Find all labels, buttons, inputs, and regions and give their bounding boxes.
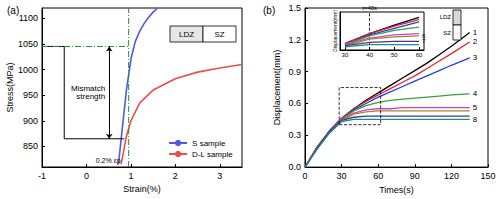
svg-text:3: 3 xyxy=(217,171,222,181)
svg-text:0: 0 xyxy=(84,171,89,181)
svg-text:950: 950 xyxy=(23,90,38,100)
svg-text:1100: 1100 xyxy=(19,13,38,23)
svg-text:D-L sample: D-L sample xyxy=(192,150,233,159)
svg-text:(b): (b) xyxy=(263,5,275,16)
svg-text:Mismatch: Mismatch xyxy=(71,84,106,94)
svg-text:30: 30 xyxy=(337,171,347,181)
svg-text:2: 2 xyxy=(473,37,478,46)
svg-text:0.9: 0.9 xyxy=(288,67,301,77)
svg-text:1.5: 1.5 xyxy=(288,3,301,13)
svg-text:0.2% εp: 0.2% εp xyxy=(96,157,121,165)
svg-text:50: 50 xyxy=(391,52,398,58)
svg-text:LDZ: LDZ xyxy=(440,14,452,20)
svg-text:SZ: SZ xyxy=(214,30,224,39)
svg-text:0.0: 0.0 xyxy=(288,162,301,172)
svg-text:1: 1 xyxy=(128,171,133,181)
svg-text:7: 7 xyxy=(422,38,426,44)
svg-text:-1: -1 xyxy=(38,171,46,181)
svg-text:LDZ: LDZ xyxy=(179,30,194,39)
svg-text:t=40s: t=40s xyxy=(362,5,377,11)
svg-text:strength: strength xyxy=(76,92,105,101)
svg-text:150: 150 xyxy=(480,171,495,181)
svg-text:1000: 1000 xyxy=(18,65,38,75)
svg-text:6: 6 xyxy=(422,32,426,39)
svg-text:2: 2 xyxy=(173,171,178,181)
svg-text:Times(s): Times(s) xyxy=(379,185,414,195)
svg-text:4: 4 xyxy=(473,89,478,98)
svg-text:90: 90 xyxy=(410,171,420,181)
svg-text:Displacement(mm): Displacement(mm) xyxy=(332,10,338,52)
svg-text:1050: 1050 xyxy=(18,39,38,49)
svg-text:60: 60 xyxy=(373,171,383,181)
svg-text:850: 850 xyxy=(23,141,38,151)
svg-text:900: 900 xyxy=(23,116,38,126)
svg-text:SZ: SZ xyxy=(443,30,451,36)
svg-text:60: 60 xyxy=(416,52,423,58)
svg-text:8: 8 xyxy=(473,115,478,124)
svg-text:0: 0 xyxy=(302,171,307,181)
svg-text:Stress(MPa): Stress(MPa) xyxy=(5,62,15,112)
svg-text:1: 1 xyxy=(473,28,478,37)
svg-text:Strain(%): Strain(%) xyxy=(123,184,161,194)
svg-text:1.2: 1.2 xyxy=(288,35,301,45)
svg-text:S sample: S sample xyxy=(192,139,226,148)
svg-text:120: 120 xyxy=(444,171,459,181)
svg-text:Displacement(mm): Displacement(mm) xyxy=(272,50,282,126)
svg-text:40: 40 xyxy=(366,52,373,58)
svg-text:3: 3 xyxy=(473,53,478,62)
svg-text:0.3: 0.3 xyxy=(288,130,301,140)
svg-text:30: 30 xyxy=(342,52,349,58)
svg-text:0.6: 0.6 xyxy=(288,98,301,108)
svg-text:5: 5 xyxy=(473,103,478,112)
svg-text:(a): (a) xyxy=(7,5,19,16)
